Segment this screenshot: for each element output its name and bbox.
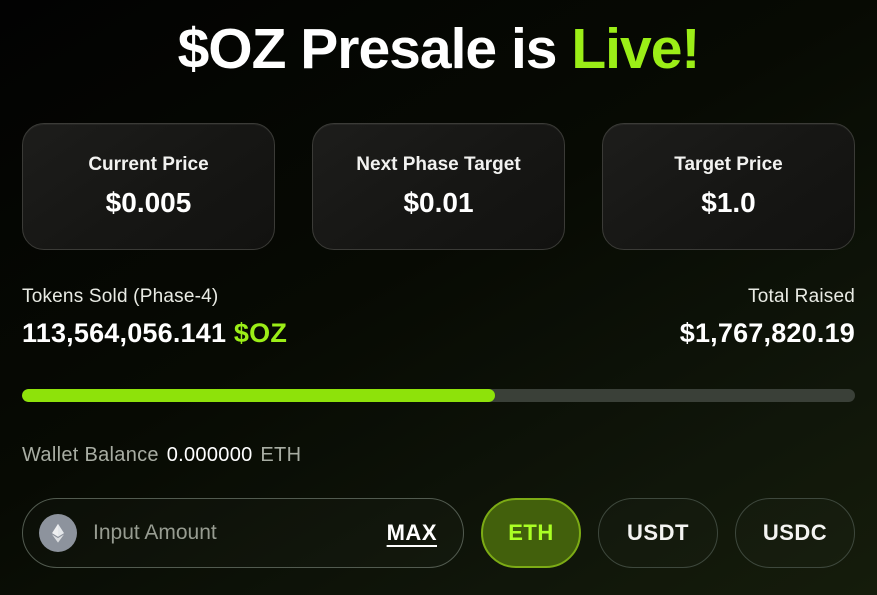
current-price-card: Current Price $0.005 <box>22 123 275 250</box>
presale-widget: $OZ Presale is Live! Current Price $0.00… <box>0 8 877 595</box>
purchase-input-row: MAX ETH USDT USDC <box>22 498 855 568</box>
target-price-card: Target Price $1.0 <box>602 123 855 250</box>
target-price-label: Target Price <box>674 154 783 175</box>
page-title: $OZ Presale is Live! <box>22 8 855 90</box>
total-raised-label: Total Raised <box>748 286 855 307</box>
currency-button-eth[interactable]: ETH <box>481 498 581 568</box>
current-price-value: $0.005 <box>105 187 192 218</box>
current-price-label: Current Price <box>88 154 209 175</box>
tokens-sold-amount: 113,564,056.141 <box>22 318 234 348</box>
total-raised-value: $1,767,820.19 <box>679 318 855 348</box>
wallet-balance-amount: 0.000000 <box>166 444 253 466</box>
max-button[interactable]: MAX <box>386 520 437 545</box>
currency-button-usdc[interactable]: USDC <box>735 498 855 568</box>
wallet-balance-label: Wallet Balance <box>22 444 159 466</box>
next-phase-target-value: $0.01 <box>403 187 474 218</box>
target-price-value: $1.0 <box>701 187 756 218</box>
sold-raised-row: Tokens Sold (Phase-4) 113,564,056.141 $O… <box>22 286 855 349</box>
next-phase-target-card: Next Phase Target $0.01 <box>312 123 565 250</box>
tokens-sold-value: 113,564,056.141 $OZ <box>22 318 287 349</box>
currency-button-usdt[interactable]: USDT <box>598 498 718 568</box>
ethereum-icon <box>39 514 77 552</box>
page-title-prefix: $OZ Presale is <box>177 17 572 81</box>
wallet-balance-row: Wallet Balance 0.000000 ETH <box>22 444 855 467</box>
tokens-sold-block: Tokens Sold (Phase-4) 113,564,056.141 $O… <box>22 286 287 349</box>
amount-input-container[interactable]: MAX <box>22 498 464 568</box>
amount-input[interactable] <box>93 521 371 545</box>
wallet-balance-unit: ETH <box>260 444 302 466</box>
tokens-sold-ticker: $OZ <box>233 318 288 348</box>
page-title-highlight: Live! <box>571 17 700 81</box>
stats-cards-row: Current Price $0.005 Next Phase Target $… <box>22 123 855 250</box>
progress-fill <box>22 389 496 402</box>
next-phase-target-label: Next Phase Target <box>356 154 521 175</box>
presale-progress-bar <box>22 389 855 402</box>
total-raised-block: Total Raised $1,767,820.19 <box>680 286 855 349</box>
tokens-sold-label: Tokens Sold (Phase-4) <box>22 286 219 307</box>
